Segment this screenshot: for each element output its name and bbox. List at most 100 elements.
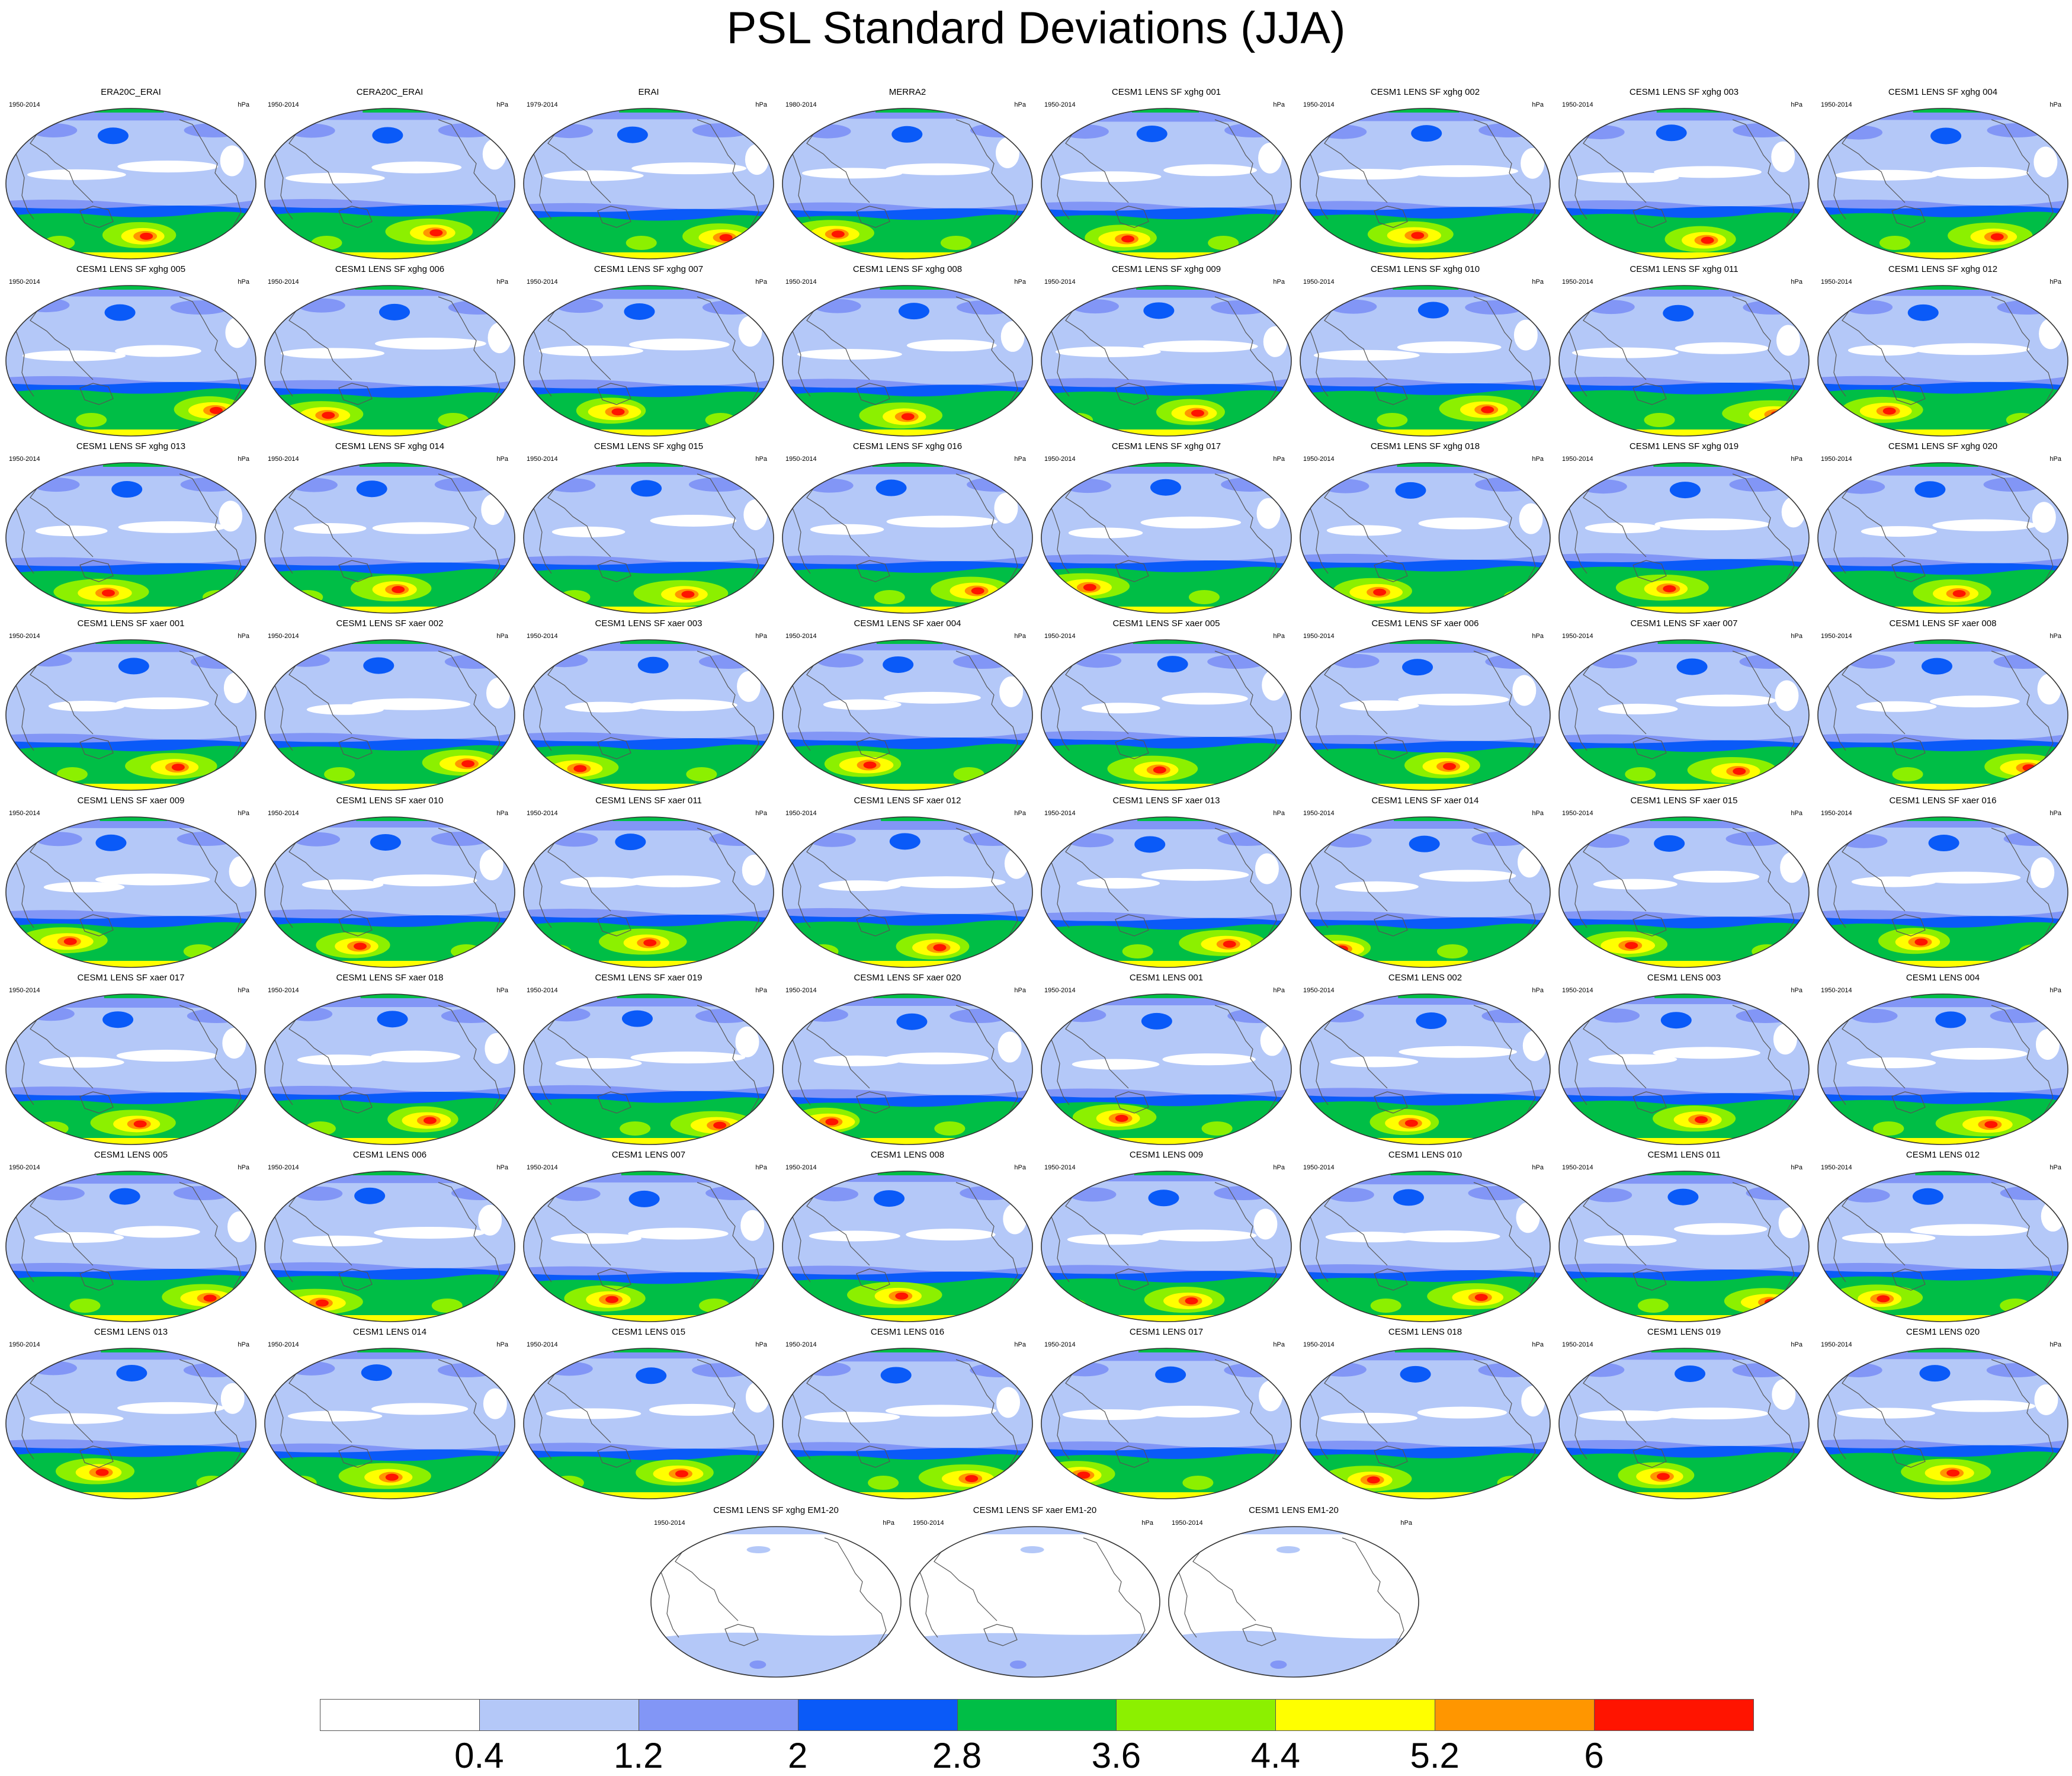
panel-title: CESM1 LENS SF xaer EM1-20 <box>973 1505 1097 1515</box>
colorbar-swatch <box>1435 1699 1595 1731</box>
map-field <box>1041 816 1292 968</box>
field-contour <box>1409 835 1440 852</box>
field-antarctic <box>1818 784 2068 790</box>
field-arctic-max <box>615 463 684 467</box>
field-tropical-min <box>1910 1224 2029 1236</box>
map-border <box>1300 462 1551 614</box>
colorbar-tick-label: 4.4 <box>1250 1736 1301 1775</box>
map-field <box>650 1526 902 1678</box>
map-border <box>523 639 774 791</box>
field-contour <box>1411 125 1442 142</box>
field-tropical-min <box>737 671 761 702</box>
map-border <box>264 1348 515 1499</box>
field-tropical-min <box>1673 870 1760 883</box>
field-storm-track <box>431 1299 463 1313</box>
coastline-australia <box>1115 560 1149 582</box>
panel-period: 1950-2014 <box>785 456 817 463</box>
coastline-australia <box>597 560 631 582</box>
coastline-australia <box>856 383 890 405</box>
field-contour <box>1912 1188 1943 1205</box>
coastline-africa <box>1046 142 1070 220</box>
panel-period: 1950-2014 <box>1303 101 1335 108</box>
field-storm-max <box>1335 945 1348 953</box>
field-tropical-min <box>1140 517 1242 529</box>
field-storm-track <box>953 767 984 781</box>
coastline-australia <box>79 383 114 405</box>
panel-title: ERA20C_ERAI <box>101 87 161 97</box>
coastline-africa <box>915 1560 938 1638</box>
map-field <box>782 462 1033 614</box>
field-storm-track <box>1208 236 1239 250</box>
field-tropical-min <box>1780 852 1804 883</box>
map-field <box>1041 993 1292 1145</box>
panel-title: CESM1 LENS 018 <box>1388 1327 1462 1337</box>
field-tropical-min <box>1400 165 1518 177</box>
field-contour <box>1914 481 1946 498</box>
map-border <box>1817 1348 2068 1499</box>
field-storm-max <box>423 1117 437 1124</box>
panel-units: hPa <box>1273 101 1285 108</box>
field-contour <box>950 1009 1009 1023</box>
map-border <box>1041 639 1292 791</box>
field-storm-track <box>1377 413 1408 427</box>
coastline-australia <box>597 1445 631 1468</box>
coastline-australia <box>856 1268 890 1291</box>
panel-title: CESM1 LENS SF xaer 018 <box>336 973 444 983</box>
field-storm-max <box>1153 766 1166 774</box>
panel-units: hPa <box>1014 810 1026 817</box>
field-contour <box>37 1186 85 1201</box>
field-storm-track <box>1300 236 1329 250</box>
map-border <box>5 108 256 259</box>
map-field <box>1558 993 1810 1145</box>
field-antarctic <box>1041 961 1291 967</box>
map-panel: CESM1 LENS 011 1950-2014 hPa <box>1555 1149 1813 1325</box>
field-storm-max <box>210 406 223 414</box>
map-border <box>264 462 515 614</box>
field-arctic-max <box>1398 994 1480 998</box>
coastline-australia <box>1374 206 1408 228</box>
colorbar-swatch <box>1275 1699 1436 1731</box>
map-border <box>1817 108 2068 259</box>
field-storm-track <box>1637 1299 1669 1313</box>
field-tropical-min <box>1397 341 1502 354</box>
map-border <box>1558 108 1810 259</box>
field-contour <box>1986 1363 2046 1377</box>
map-border <box>1041 1348 1292 1499</box>
panel-title: CESM1 LENS 008 <box>870 1150 945 1160</box>
map-field <box>5 639 256 791</box>
field-tropical-min <box>1255 853 1279 884</box>
field-antarctic <box>265 1315 515 1322</box>
field-tropical-min <box>1675 342 1769 354</box>
map-field <box>1041 639 1292 791</box>
panel-title: CESM1 LENS SF xghg 015 <box>594 441 704 451</box>
field-contour <box>361 1364 392 1381</box>
field-antarctic <box>1041 1138 1291 1145</box>
map-border <box>5 1171 256 1322</box>
map-panel: CESM1 LENS 019 1950-2014 hPa <box>1555 1326 1813 1502</box>
coastline-australia <box>338 1268 373 1291</box>
panel-title: CESM1 LENS SF xghg 017 <box>1111 441 1221 451</box>
panel-period: 1950-2014 <box>1303 1164 1335 1171</box>
coastline-australia <box>1374 1091 1408 1114</box>
panel-period: 1950-2014 <box>1821 810 1852 817</box>
field-tropical-min <box>371 161 462 174</box>
coastline-australia <box>1374 560 1408 582</box>
coastline-australia <box>597 206 631 228</box>
field-storm-track <box>1328 943 1352 954</box>
panel-title: CESM1 LENS SF xghg 018 <box>1370 441 1480 451</box>
map-border <box>523 285 774 437</box>
panel-title: CESM1 LENS SF xaer 009 <box>77 796 185 806</box>
coastline-africa <box>787 1027 811 1105</box>
coastline-africa <box>270 673 293 751</box>
field-contour <box>1485 655 1545 669</box>
panel-title: CESM1 LENS SF xaer 014 <box>1371 796 1479 806</box>
panel-period: 1950-2014 <box>268 1341 299 1348</box>
coastline-australia <box>856 1445 890 1468</box>
panel-period: 1950-2014 <box>1044 1341 1076 1348</box>
coastline-africa <box>656 1560 679 1638</box>
map-field <box>264 462 515 614</box>
field-tropical-min <box>482 139 506 170</box>
field-storm-max <box>1474 1294 1488 1301</box>
map-field <box>5 816 256 968</box>
field-tropical-min <box>813 1055 901 1066</box>
